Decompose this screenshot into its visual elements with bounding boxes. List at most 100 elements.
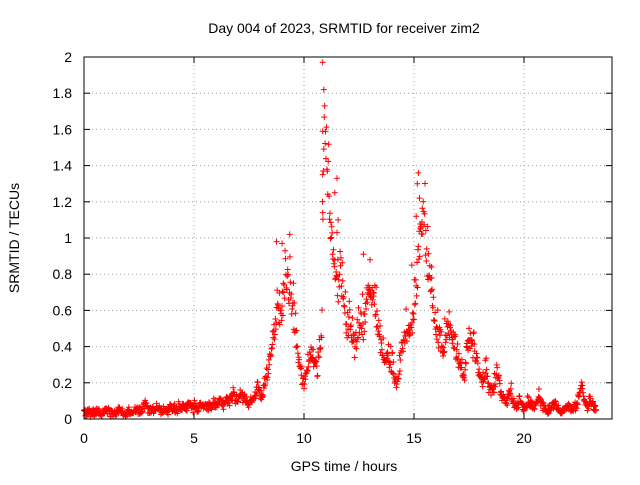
data-point bbox=[361, 328, 368, 335]
data-point bbox=[279, 240, 285, 247]
data-point bbox=[415, 256, 422, 263]
data-point bbox=[334, 256, 341, 263]
data-point bbox=[262, 381, 269, 388]
data-point bbox=[376, 333, 383, 340]
y-tick-label: 0.2 bbox=[53, 375, 73, 391]
data-point bbox=[409, 309, 416, 316]
data-point bbox=[293, 344, 300, 351]
data-point bbox=[319, 59, 326, 66]
data-point bbox=[165, 411, 172, 418]
data-point bbox=[318, 334, 325, 341]
data-point bbox=[462, 360, 469, 367]
data-point bbox=[266, 361, 273, 368]
data-point bbox=[315, 354, 322, 361]
y-tick-label: 2 bbox=[64, 49, 72, 65]
data-point bbox=[447, 322, 454, 329]
data-point bbox=[276, 289, 283, 296]
x-tick-labels: 0 5 10 15 20 bbox=[80, 430, 532, 446]
data-point bbox=[278, 317, 285, 324]
data-point bbox=[286, 253, 293, 260]
data-point bbox=[387, 361, 394, 368]
data-point bbox=[408, 262, 415, 269]
data-point bbox=[464, 344, 471, 351]
data-point bbox=[288, 311, 295, 318]
data-point bbox=[339, 259, 346, 266]
data-point bbox=[293, 327, 300, 334]
data-point bbox=[272, 315, 279, 322]
y-tick-label: 0 bbox=[64, 411, 72, 427]
y-tick-label: 1.6 bbox=[53, 121, 73, 137]
data-point bbox=[422, 180, 428, 187]
data-point bbox=[413, 282, 420, 289]
data-point bbox=[183, 407, 190, 414]
data-point bbox=[321, 114, 328, 121]
data-point bbox=[337, 262, 344, 269]
data-point bbox=[283, 286, 290, 293]
data-point bbox=[269, 341, 276, 348]
data-point bbox=[310, 346, 317, 353]
data-point bbox=[356, 319, 362, 326]
data-point bbox=[305, 363, 312, 370]
data-point bbox=[292, 328, 299, 335]
data-point bbox=[319, 209, 326, 216]
data-point bbox=[335, 276, 342, 283]
x-tick-label: 5 bbox=[190, 430, 198, 446]
data-point bbox=[281, 295, 288, 302]
data-point bbox=[291, 299, 298, 306]
data-point bbox=[422, 227, 429, 234]
data-point bbox=[360, 336, 367, 343]
data-point bbox=[544, 410, 551, 417]
data-point bbox=[328, 234, 335, 241]
data-point bbox=[415, 243, 422, 250]
data-point bbox=[496, 380, 503, 387]
data-point bbox=[326, 210, 333, 217]
data-point bbox=[433, 331, 439, 338]
data-point bbox=[371, 301, 378, 308]
data-point bbox=[450, 344, 457, 351]
data-point bbox=[191, 397, 198, 404]
data-point bbox=[480, 369, 487, 376]
data-point bbox=[413, 292, 420, 299]
data-point bbox=[416, 195, 423, 202]
data-point bbox=[524, 404, 531, 411]
data-point bbox=[285, 271, 292, 278]
data-point bbox=[446, 308, 453, 315]
data-point bbox=[284, 273, 291, 280]
data-point bbox=[346, 306, 353, 313]
data-point bbox=[378, 340, 385, 347]
data-point bbox=[220, 406, 227, 413]
data-point bbox=[226, 402, 233, 409]
data-point bbox=[494, 364, 501, 371]
data-point bbox=[319, 216, 326, 223]
y-tick-label: 1.4 bbox=[53, 158, 73, 174]
data-point bbox=[461, 377, 468, 384]
data-point bbox=[345, 313, 352, 320]
data-point bbox=[396, 352, 403, 359]
data-point bbox=[321, 102, 328, 109]
data-point bbox=[531, 405, 538, 412]
data-point bbox=[292, 310, 299, 317]
data-point bbox=[476, 366, 483, 373]
data-point bbox=[325, 141, 332, 148]
data-point bbox=[537, 395, 544, 402]
x-axis-label: GPS time / hours bbox=[291, 458, 398, 474]
data-point bbox=[319, 306, 326, 313]
data-point bbox=[421, 210, 428, 217]
axis-ticks bbox=[83, 56, 612, 420]
data-point bbox=[341, 303, 348, 310]
data-point bbox=[413, 213, 420, 220]
data-point bbox=[150, 403, 157, 410]
chart-title: Day 004 of 2023, SRMTID for receiver zim… bbox=[208, 20, 480, 36]
data-point bbox=[504, 402, 511, 409]
data-point bbox=[435, 339, 442, 346]
data-point bbox=[302, 376, 309, 383]
data-point bbox=[433, 336, 440, 343]
data-point bbox=[279, 303, 285, 310]
x-tick-label: 10 bbox=[296, 430, 312, 446]
data-point bbox=[592, 402, 599, 409]
data-point bbox=[400, 337, 407, 344]
y-tick-label: 1.8 bbox=[53, 85, 73, 101]
data-point bbox=[434, 307, 441, 314]
data-point bbox=[327, 235, 334, 242]
